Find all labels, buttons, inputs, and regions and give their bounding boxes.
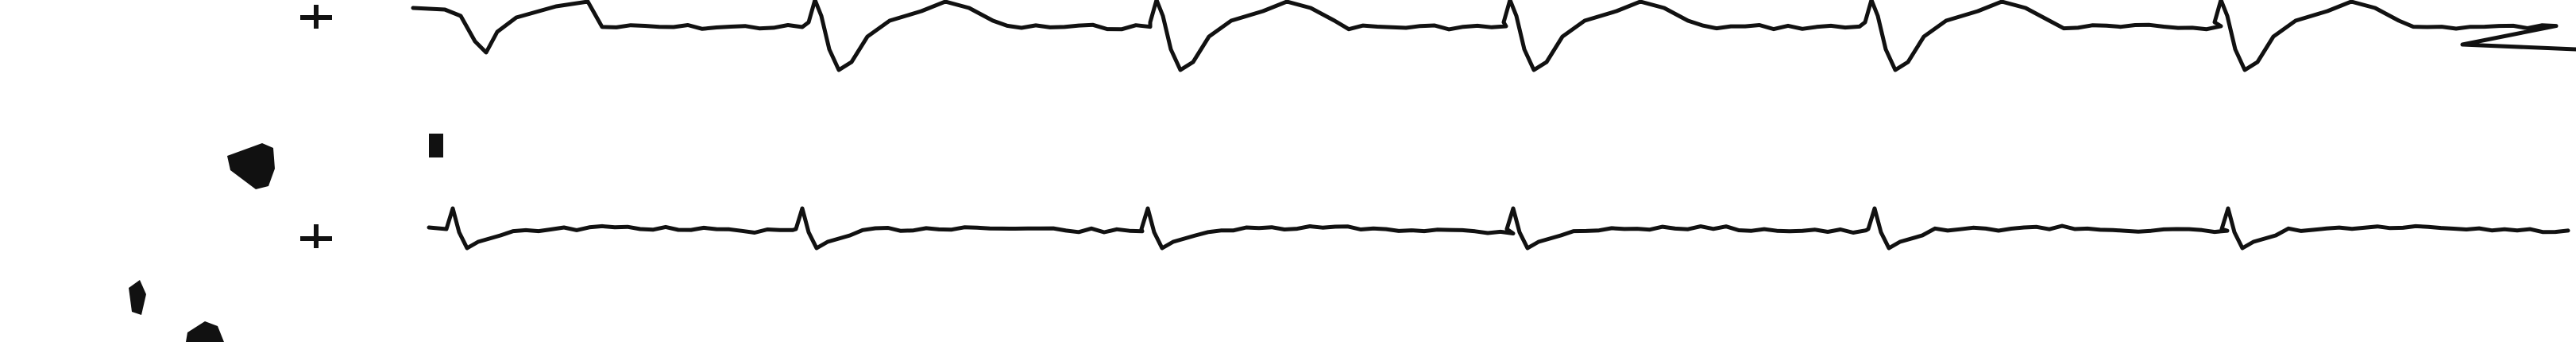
ink-blot-corner-a: [129, 280, 146, 315]
lead-bottom-calibration-mark: [300, 224, 332, 248]
ink-blot-small: [429, 134, 443, 157]
lead-top-calibration-mark: [300, 5, 332, 29]
lead-bottom-trace: [427, 206, 2570, 251]
ink-blot-corner-b: [186, 321, 224, 342]
ink-blot-large: [227, 143, 275, 189]
left-markings: [129, 5, 443, 342]
lead-top-trace: [411, 0, 2576, 72]
